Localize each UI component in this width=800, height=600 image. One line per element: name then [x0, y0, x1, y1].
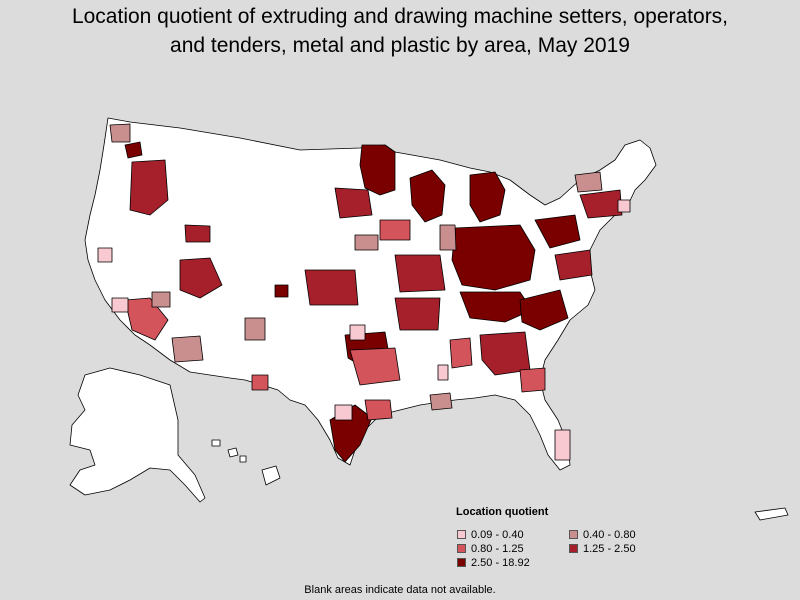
area-texas-north: [349, 324, 366, 341]
lq-2-50-18-92-areas: [124, 141, 581, 463]
legend-item-2-50-18-92: 2.50 - 18.92: [452, 556, 564, 569]
area-south-dakota: [354, 234, 379, 251]
legend-title: Location quotient: [456, 506, 549, 518]
area-new-mexico-spot: [251, 374, 269, 391]
area-pennsylvania: [534, 214, 581, 249]
hawaii-outline: [211, 439, 281, 486]
lq-0-09-0-40-areas: [97, 199, 631, 461]
area-kansas-spot: [274, 284, 289, 298]
lq-0-40-0-80-areas: [109, 123, 603, 411]
legend-item-1-25-2-50: 1.25 - 2.50: [564, 542, 684, 555]
area-idaho-spot: [184, 224, 211, 243]
legend-swatch: [569, 530, 578, 539]
area-new-england: [574, 171, 603, 193]
legend-swatch: [457, 530, 466, 539]
area-kentucky-tennessee: [459, 291, 533, 323]
map-legend: Location quotient 0.09 - 0.40 0.40 - 0.8…: [452, 506, 702, 569]
area-alabama-georgia: [479, 331, 531, 376]
area-illinois: [439, 224, 457, 251]
legend-swatch: [569, 544, 578, 553]
area-massachusetts: [617, 199, 631, 213]
area-texas-east: [364, 399, 393, 421]
area-washington-spot: [124, 141, 143, 159]
legend-swatch: [457, 558, 466, 567]
area-michigan: [469, 171, 506, 223]
area-louisiana-south: [437, 364, 449, 381]
legend-label: 2.50 - 18.92: [471, 556, 530, 569]
legend-item-0-40-0-80: 0.40 - 0.80: [564, 528, 684, 541]
area-texas-south: [334, 404, 353, 421]
area-nebraska-iowa: [334, 187, 373, 219]
area-ohio-indiana: [451, 224, 536, 291]
area-new-york: [579, 189, 623, 219]
alaska-outline: [69, 367, 206, 503]
lq-1-25-2-50-areas: [129, 159, 623, 376]
area-missouri: [394, 254, 446, 293]
area-arizona: [171, 335, 204, 363]
area-minnesota: [359, 144, 396, 196]
contiguous-us-outline: [84, 117, 657, 471]
area-northern-california: [97, 247, 113, 263]
legend-label: 1.25 - 2.50: [583, 542, 636, 555]
footnote: Blank areas indicate data not available.: [304, 584, 496, 596]
area-colorado-spot: [151, 291, 171, 308]
map-title: Location quotient of extruding and drawi…: [0, 2, 800, 60]
area-florida-panhandle: [429, 392, 453, 411]
area-louisiana: [349, 347, 401, 386]
legend-swatch: [457, 544, 466, 553]
legend-item-0-80-1-25: 0.80 - 1.25: [452, 542, 564, 555]
area-mississippi: [449, 337, 473, 369]
legend-label: 0.80 - 1.25: [471, 542, 524, 555]
area-new-mexico: [244, 317, 266, 341]
legend-label: 0.09 - 0.40: [471, 528, 524, 541]
area-utah-colorado: [179, 257, 223, 299]
area-kansas: [304, 269, 359, 306]
area-florida: [554, 429, 571, 461]
map-title-line-1: Location quotient of extruding and drawi…: [71, 5, 729, 28]
legend-label: 0.40 - 0.80: [583, 528, 636, 541]
area-southern-california: [124, 297, 169, 341]
area-iowa: [379, 219, 411, 241]
area-oklahoma: [394, 297, 441, 331]
area-carolinas: [519, 289, 569, 331]
legend-item-0-09-0-40: 0.09 - 0.40: [452, 528, 564, 541]
puerto-rico-outline: [754, 507, 789, 521]
lq-0-80-1-25-areas: [124, 219, 546, 421]
area-virginia: [554, 249, 593, 281]
area-south-carolina: [519, 367, 546, 393]
area-wisconsin: [409, 169, 446, 223]
area-washington-west: [109, 123, 131, 143]
map-title-line-2: and tenders, metal and plastic by area, …: [170, 34, 630, 57]
area-central-california: [111, 297, 129, 313]
area-oregon: [129, 159, 169, 216]
